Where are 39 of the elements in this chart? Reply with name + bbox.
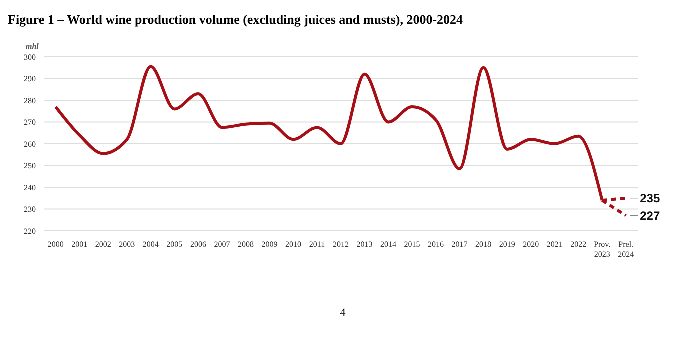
y-tick-label: 220 — [24, 226, 36, 236]
x-tick-label: 2000 — [48, 240, 64, 249]
y-tick-label: 300 — [24, 52, 36, 62]
x-tick-label: 2013 — [356, 240, 373, 249]
x-tick-label: 2006 — [190, 240, 206, 249]
x-tick-label: 2011 — [309, 240, 326, 249]
y-tick-label: 270 — [24, 118, 36, 128]
x-tick-label: 2001 — [72, 240, 88, 249]
x-tick-label: Prel. 2024 — [618, 240, 634, 259]
x-tick-label: 2003 — [119, 240, 136, 249]
y-axis-title: mhl — [26, 42, 40, 51]
x-tick-label: 2007 — [214, 240, 230, 249]
x-tick-label: 2004 — [142, 240, 159, 249]
x-tick-label: 2022 — [570, 240, 587, 249]
x-tick-label: 2021 — [546, 240, 563, 249]
y-tick-label: 260 — [24, 140, 36, 149]
x-tick-label: 2014 — [380, 240, 397, 249]
x-tick-label: 2002 — [95, 240, 112, 249]
y-tick-label: 280 — [24, 96, 36, 106]
y-tick-label: 250 — [24, 162, 36, 171]
x-tick-label: 2019 — [499, 240, 516, 249]
x-tick-label: 2018 — [476, 240, 492, 249]
x-tick-label: 2017 — [452, 240, 468, 249]
chart-title: Figure 1 – World wine production volume (excluding juices and musts), 2000-2024 — [8, 11, 464, 28]
x-tick-label: 2015 — [404, 240, 420, 249]
y-tick-label: 290 — [24, 74, 36, 84]
x-tick-label: Prov. 2023 — [594, 240, 611, 259]
x-tick-label: 2016 — [428, 240, 444, 249]
data-label: 235 — [640, 191, 660, 206]
data-label: 227 — [640, 208, 660, 223]
x-tick-label: 2009 — [262, 240, 278, 249]
x-tick-label: 2005 — [166, 240, 183, 249]
x-tick-label: 2008 — [238, 240, 254, 249]
x-tick-label: 2020 — [523, 240, 540, 249]
x-tick-label: 2012 — [333, 240, 349, 249]
x-tick-label: 2010 — [285, 240, 302, 249]
y-tick-label: 240 — [24, 183, 36, 192]
y-tick-label: 230 — [24, 205, 36, 214]
text: 4 — [339, 307, 347, 319]
